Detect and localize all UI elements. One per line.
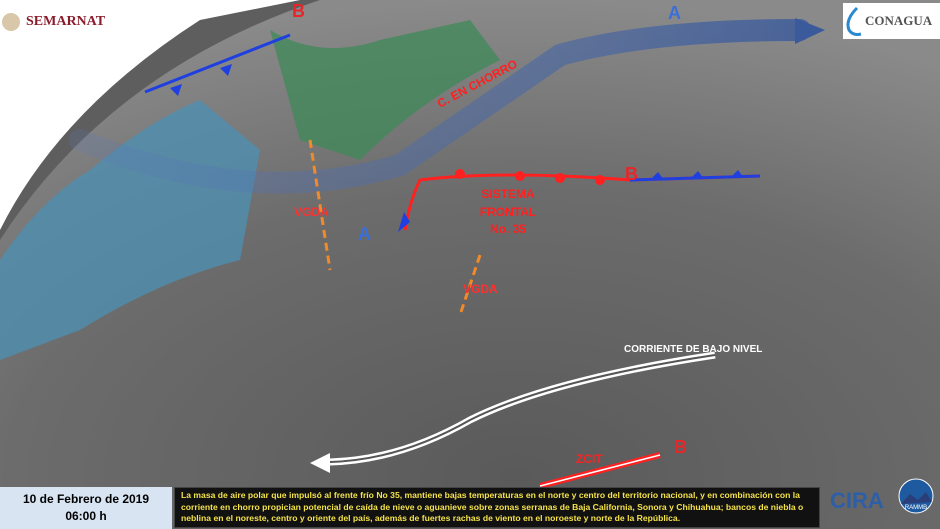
front-label-2: FRONTAL <box>480 205 536 219</box>
semarnat-logo: SEMARNAT <box>0 5 120 39</box>
date-box: 10 de Febrero de 2019 06:00 h <box>0 487 172 529</box>
trough-label: VGDA <box>463 282 498 296</box>
low-pressure-label: B <box>674 437 687 457</box>
cira-text: CIRA <box>830 488 884 513</box>
time-label: 06:00 h <box>65 509 107 523</box>
front-label-1: SISTEMA <box>481 187 535 201</box>
itcz-label: ZCIT <box>576 452 603 466</box>
date-label: 10 de Febrero de 2019 <box>22 492 150 506</box>
conagua-logo: CONAGUA <box>843 3 940 39</box>
cira-rammb-logos: CIRA RAMMB <box>830 478 934 514</box>
trough-label: VGDA <box>294 205 329 219</box>
seal-icon <box>2 13 20 31</box>
front-label-3: No. 35 <box>490 222 526 236</box>
rammb-text: RAMMB <box>905 505 927 511</box>
description-box: La masa de aire polar que impulsó al fre… <box>174 487 820 528</box>
low-pressure-label: B <box>292 1 305 21</box>
low-pressure-label: B <box>625 164 638 184</box>
conagua-text: CONAGUA <box>865 13 933 28</box>
high-pressure-label: A <box>668 3 681 23</box>
semarnat-text: SEMARNAT <box>26 14 106 29</box>
water-drop-icon <box>846 6 862 36</box>
high-pressure-label: A <box>358 224 371 244</box>
low-level-current-label: CORRIENTE DE BAJO NIVEL <box>624 344 762 355</box>
